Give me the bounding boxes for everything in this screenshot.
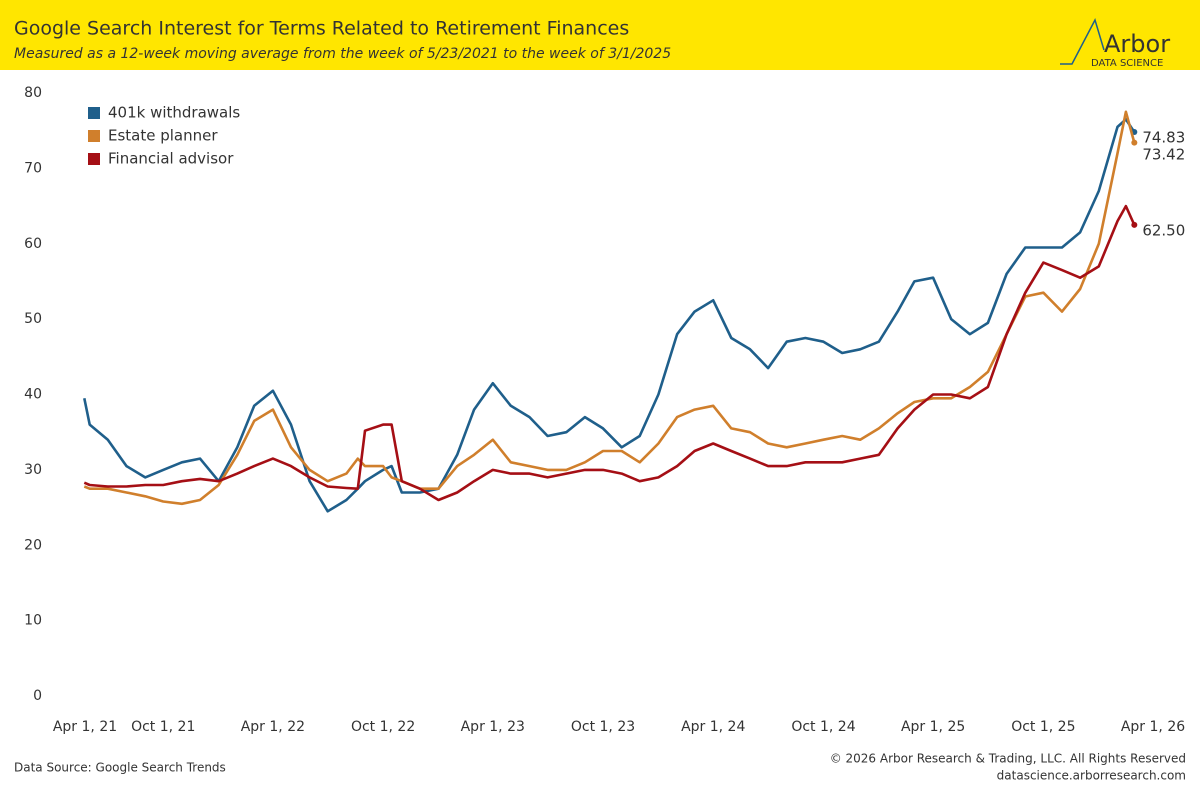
legend-swatch	[88, 107, 100, 119]
logo-mark	[1060, 18, 1105, 65]
y-tick-label: 30	[24, 462, 42, 478]
x-tick-label: Oct 1, 23	[571, 719, 635, 735]
x-tick-label: Apr 1, 24	[681, 719, 745, 735]
logo-sub: DATA SCIENCE	[1091, 58, 1163, 69]
y-tick-label: 50	[24, 311, 42, 327]
chart-subtitle: Measured as a 12-week moving average fro…	[14, 46, 671, 62]
end-label: 74.83	[1142, 128, 1185, 146]
y-tick-label: 10	[24, 613, 42, 629]
legend-swatch	[88, 130, 100, 142]
x-tick-label: Apr 1, 22	[241, 719, 305, 735]
logo: Arbor	[1104, 30, 1170, 58]
legend-label: Estate planner	[108, 127, 218, 145]
y-tick-label: 0	[33, 688, 42, 704]
series-line	[83, 204, 1136, 502]
x-tick-label: Apr 1, 26	[1121, 719, 1185, 735]
series-line	[83, 118, 1136, 513]
end-point	[1131, 221, 1138, 228]
legend-label: Financial advisor	[108, 150, 234, 168]
y-tick-label: 40	[24, 387, 42, 403]
end-label: 62.50	[1142, 221, 1185, 239]
x-tick-label: Oct 1, 25	[1011, 719, 1075, 735]
header-band	[0, 0, 1200, 70]
x-tick-label: Oct 1, 21	[131, 719, 195, 735]
site: datascience.arborresearch.com	[997, 769, 1186, 783]
end-label: 73.42	[1142, 145, 1185, 163]
end-point	[1131, 139, 1138, 146]
legend-swatch	[88, 153, 100, 165]
y-tick-label: 20	[24, 537, 42, 553]
series-line	[83, 110, 1136, 506]
x-tick-label: Oct 1, 24	[791, 719, 855, 735]
source: Data Source: Google Search Trends	[14, 761, 226, 775]
y-tick-label: 60	[24, 236, 42, 252]
copyright: © 2026 Arbor Research & Trading, LLC. Al…	[830, 752, 1186, 766]
x-tick-label: Apr 1, 25	[901, 719, 965, 735]
legend-label: 401k withdrawals	[108, 104, 240, 122]
x-tick-label: Apr 1, 23	[461, 719, 525, 735]
y-tick-label: 70	[24, 160, 42, 176]
x-tick-label: Apr 1, 21	[53, 719, 117, 735]
x-tick-label: Oct 1, 22	[351, 719, 415, 735]
y-tick-label: 80	[24, 85, 42, 101]
chart-title: Google Search Interest for Terms Related…	[14, 18, 629, 40]
